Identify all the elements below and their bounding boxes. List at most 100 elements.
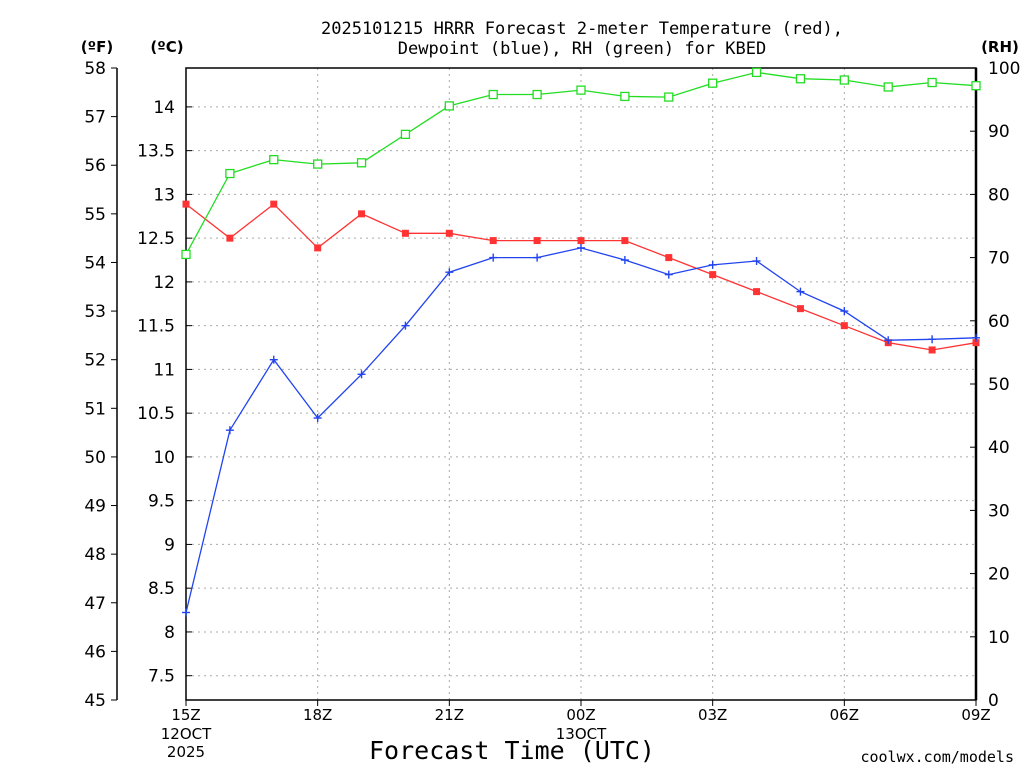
temperature-point	[314, 244, 322, 252]
dewpoint-point	[182, 608, 190, 617]
x-tick-date-label: 13OCT	[556, 725, 607, 743]
chart-title-line2: Dewpoint (blue), RH (green) for KBED	[398, 39, 766, 59]
rh-point	[576, 85, 586, 95]
rh-point	[795, 74, 806, 84]
rh-tick-label: 80	[988, 185, 1010, 205]
celsius-unit-label: (ºC)	[150, 38, 183, 56]
rh-point	[356, 158, 367, 168]
dewpoint-point	[489, 253, 498, 262]
rh-tick-label: 20	[988, 565, 1010, 585]
temperature-point	[796, 305, 804, 313]
fahrenheit-tick-label: 46	[84, 642, 106, 662]
celsius-tick-label: 7.5	[148, 667, 175, 687]
rh-point	[927, 77, 937, 88]
temperature-point	[489, 237, 497, 245]
fahrenheit-tick-label: 54	[84, 253, 106, 273]
rh-point	[532, 89, 542, 100]
temperature-point	[665, 254, 673, 262]
dewpoint-point	[752, 257, 761, 266]
dewpoint-point	[620, 256, 629, 265]
rh-tick-label: 70	[988, 249, 1010, 269]
temperature-point	[928, 346, 936, 354]
dewpoint-point	[577, 243, 585, 252]
celsius-tick-label: 11.5	[137, 317, 175, 337]
fahrenheit-tick-label: 50	[84, 448, 106, 468]
dewpoint-point	[269, 355, 278, 364]
temperature-point	[533, 237, 541, 245]
x-tick-label: 18Z	[303, 706, 332, 724]
dewpoint-point	[708, 260, 717, 269]
rh-point	[839, 75, 849, 85]
x-tick-label: 06Z	[830, 706, 859, 724]
rh-point	[664, 92, 674, 102]
rh-point	[400, 129, 411, 140]
rh-tick-label: 60	[988, 312, 1010, 332]
rh-point	[751, 67, 762, 78]
rh-point	[313, 159, 323, 169]
celsius-tick-label: 10	[153, 448, 175, 468]
celsius-tick-label: 10.5	[137, 404, 175, 424]
credit-text: coolwx.com/models	[860, 748, 1014, 766]
celsius-tick-label: 9.5	[148, 492, 175, 512]
fahrenheit-tick-label: 57	[84, 108, 106, 128]
rh-point	[971, 81, 981, 91]
dewpoint-point	[225, 426, 234, 435]
fahrenheit-tick-label: 47	[84, 594, 106, 614]
fahrenheit-tick-label: 58	[84, 59, 106, 79]
rh-point	[883, 82, 893, 92]
temperature-point	[270, 200, 278, 208]
x-tick-label: 03Z	[698, 706, 727, 724]
dewpoint-point	[357, 370, 366, 379]
fahrenheit-tick-label: 55	[84, 205, 106, 225]
x-tick-label: 09Z	[961, 706, 990, 724]
chart-title-line1: 2025101215 HRRR Forecast 2-meter Tempera…	[321, 19, 843, 39]
temperature-point	[226, 234, 234, 242]
temperature-point	[840, 322, 848, 330]
rh-tick-label: 100	[988, 59, 1020, 79]
rh-point	[488, 89, 498, 100]
celsius-tick-label: 8.5	[148, 579, 175, 599]
temperature-point	[577, 237, 585, 245]
dewpoint-point	[401, 321, 410, 330]
dewpoint-point	[445, 268, 454, 277]
celsius-tick-label: 13	[153, 185, 175, 205]
rh-point	[181, 249, 191, 260]
temperature-point	[753, 288, 761, 296]
dewpoint-point	[928, 335, 937, 344]
fahrenheit-tick-label: 48	[84, 545, 106, 565]
rh-point	[225, 168, 235, 179]
dewpoint-point	[972, 333, 980, 342]
fahrenheit-tick-label: 45	[84, 691, 106, 711]
temperature-point	[445, 229, 453, 237]
celsius-tick-label: 9	[164, 535, 175, 555]
temperature-point	[972, 339, 980, 347]
x-tick-label: 15Z	[171, 706, 200, 724]
rh-tick-label: 40	[988, 438, 1010, 458]
temperature-point	[621, 237, 629, 245]
rh-tick-label: 90	[988, 122, 1010, 142]
celsius-tick-label: 11	[153, 360, 175, 380]
dewpoint-point	[664, 270, 673, 279]
temperature-point	[709, 271, 717, 279]
dewpoint-point	[313, 414, 322, 423]
celsius-tick-label: 12.5	[137, 229, 175, 249]
celsius-tick-label: 12	[153, 273, 175, 293]
series-markers	[181, 67, 981, 617]
rh-point	[708, 78, 718, 88]
temperature-point	[401, 229, 409, 237]
x-tick-date-label: 12OCT	[161, 725, 212, 743]
fahrenheit-tick-label: 51	[84, 399, 106, 419]
x-axis-label: Forecast Time (UTC)	[369, 736, 655, 765]
x-tick-label: 21Z	[435, 706, 464, 724]
fahrenheit-tick-label: 52	[84, 351, 106, 371]
x-tick-year-label: 2025	[167, 743, 205, 761]
dewpoint-point	[796, 287, 805, 296]
temperature-point	[358, 210, 366, 218]
rh-unit-label: (RH)	[981, 38, 1019, 56]
rh-tick-label: 0	[988, 691, 999, 711]
dewpoint-point	[884, 336, 893, 345]
rh-tick-label: 50	[988, 375, 1010, 395]
rh-point	[444, 101, 454, 111]
